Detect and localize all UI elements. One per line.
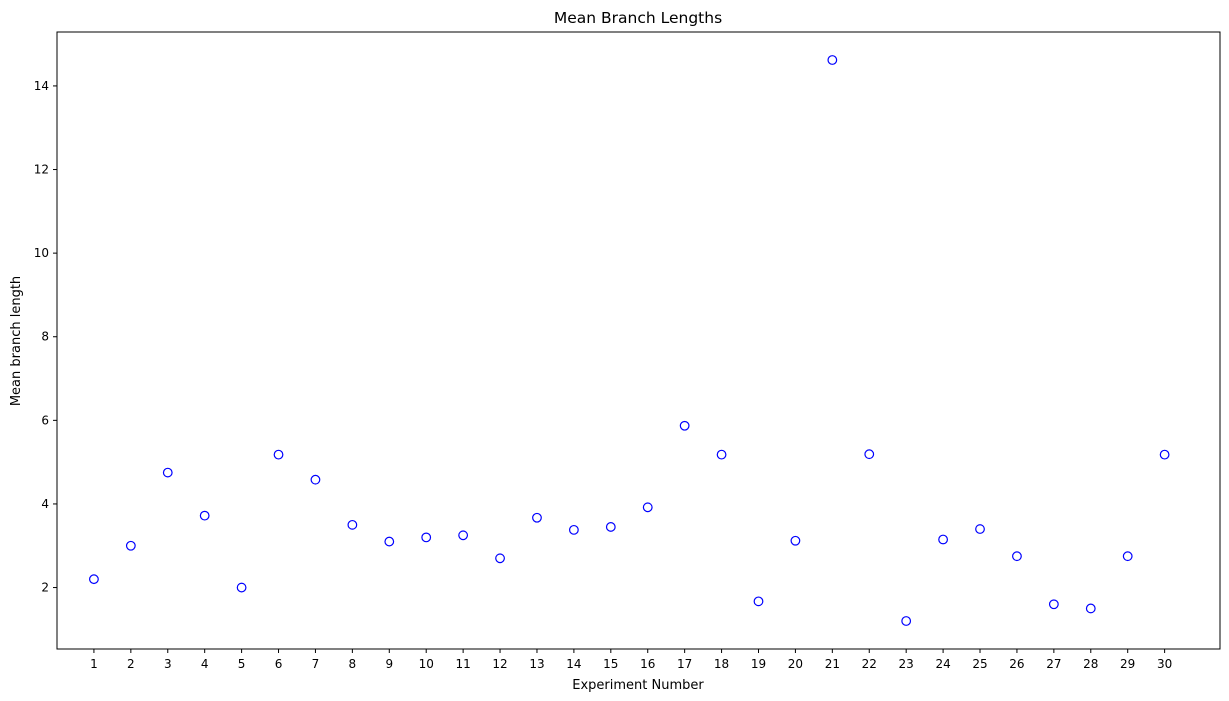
data-point [975, 524, 985, 534]
data-point [827, 55, 838, 65]
data-point [125, 540, 136, 551]
chart-title: Mean Branch Lengths [554, 9, 722, 27]
data-point [532, 512, 542, 523]
data-point [384, 536, 395, 547]
y-tick-label: 4 [41, 497, 49, 511]
x-tick-label: 15 [603, 657, 618, 671]
x-tick-label: 16 [640, 657, 655, 671]
x-tick-label: 5 [238, 657, 246, 671]
data-point [1159, 449, 1170, 460]
x-tick-label: 14 [566, 657, 581, 671]
x-tick-label: 25 [972, 657, 987, 671]
data-point [1122, 551, 1133, 562]
ticks: 1 2 3 4 5 6 7 8 9 10 11 12 13 14 15 16 17 18 19 20 21 22 23 24 2… [34, 79, 1173, 671]
data-point [901, 616, 912, 626]
x-tick-label: 19 [751, 657, 766, 671]
x-tick-label: 12 [492, 657, 507, 671]
data-point [790, 535, 801, 546]
data-point [753, 596, 764, 607]
data-point [1012, 551, 1022, 562]
x-tick-label: 27 [1046, 657, 1061, 671]
data-point [495, 553, 505, 564]
data-point [568, 524, 579, 535]
y-axis-title: Mean branch length [9, 276, 24, 406]
x-tick-label: 22 [862, 657, 877, 671]
y-tick-label: 14 [34, 79, 49, 93]
data-point [162, 467, 173, 478]
data-point [864, 449, 875, 460]
x-tick-label: 28 [1083, 657, 1098, 671]
x-tick-label: 9 [385, 657, 393, 671]
data-point [1048, 599, 1059, 610]
data-point [1085, 603, 1096, 614]
x-tick-label: 3 [164, 657, 172, 671]
data-point [458, 530, 469, 541]
data-point [679, 420, 690, 431]
y-tick-label: 10 [34, 246, 49, 260]
data-point [605, 522, 616, 532]
x-tick-label: 18 [714, 657, 729, 671]
y-tick-label: 6 [41, 413, 49, 427]
x-axis-title: Experiment Number [572, 678, 704, 693]
x-tick-label: 26 [1009, 657, 1024, 671]
x-tick-label: 1 [90, 657, 98, 671]
data-point [642, 502, 653, 513]
data-point [938, 534, 948, 545]
x-tick-label: 30 [1157, 657, 1172, 671]
data-point [310, 474, 321, 485]
y-tick-label: 2 [41, 581, 49, 595]
x-tick-label: 11 [455, 657, 470, 671]
x-tick-label: 4 [201, 657, 209, 671]
x-tick-label: 23 [899, 657, 914, 671]
data-point [273, 449, 284, 460]
data-point [236, 582, 247, 593]
x-tick-label: 20 [788, 657, 803, 671]
plot-frame [56, 31, 1221, 650]
x-tick-label: 21 [825, 657, 840, 671]
x-tick-label: 10 [419, 657, 434, 671]
data-point [716, 449, 727, 460]
x-tick-label: 7 [312, 657, 320, 671]
data-point [89, 574, 99, 585]
x-tick-label: 13 [529, 657, 544, 671]
x-tick-label: 6 [275, 657, 283, 671]
y-tick-label: 12 [34, 163, 49, 177]
data-point [347, 519, 358, 530]
x-tick-label: 29 [1120, 657, 1135, 671]
x-tick-label: 8 [349, 657, 357, 671]
y-tick-label: 8 [41, 330, 49, 344]
x-tick-label: 24 [935, 657, 950, 671]
data-point [199, 510, 210, 521]
data-point [421, 532, 432, 543]
x-tick-label: 17 [677, 657, 692, 671]
x-tick-label: 2 [127, 657, 135, 671]
data-points [89, 55, 1170, 626]
axes [56, 31, 1221, 650]
